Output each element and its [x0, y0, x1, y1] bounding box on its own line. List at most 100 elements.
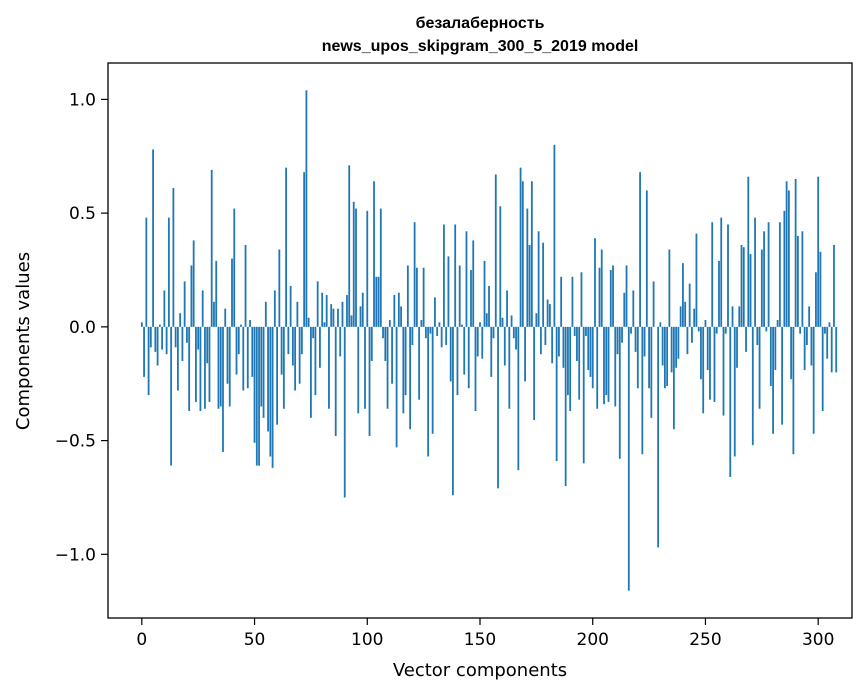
bar-280 — [772, 326, 774, 434]
bar-257 — [720, 217, 723, 327]
bar-58 — [271, 326, 274, 468]
bar-38 — [226, 326, 229, 384]
bar-173 — [530, 181, 533, 327]
bar-178 — [542, 242, 545, 327]
bar-90 — [343, 326, 346, 498]
bar-140 — [456, 326, 459, 396]
bar-149 — [476, 326, 479, 357]
bar-20 — [186, 326, 188, 343]
bar-268 — [745, 326, 747, 352]
bar-2 — [145, 217, 148, 327]
bar-241 — [684, 301, 687, 327]
bar-29 — [206, 326, 209, 364]
bar-60 — [276, 326, 278, 425]
bar-41 — [233, 208, 236, 327]
bar-35 — [219, 326, 222, 407]
bar-137 — [449, 326, 452, 382]
bar-14 — [172, 188, 175, 327]
y-tick-label: 1.0 — [69, 90, 96, 110]
bar-99 — [364, 326, 366, 409]
y-axis-ticks: −1.0 −0.5 0.0 0.5 1.0 — [55, 90, 108, 565]
bar-181 — [548, 304, 551, 327]
bar-163 — [508, 326, 511, 409]
bar-33 — [215, 260, 218, 327]
bar-256 — [718, 260, 720, 327]
bar-127 — [427, 326, 430, 457]
bar-46 — [244, 244, 247, 327]
bar-180 — [546, 299, 549, 327]
bar-64 — [285, 167, 288, 327]
bar-34 — [217, 326, 220, 409]
bar-120 — [411, 326, 414, 346]
y-tick-label: 0.5 — [69, 204, 96, 224]
bar-144 — [465, 231, 468, 327]
bar-125 — [422, 267, 425, 327]
bar-47 — [246, 326, 249, 389]
bar-24 — [195, 326, 197, 402]
bar-266 — [740, 244, 743, 327]
chart-title: безалаберность — [416, 15, 545, 32]
bar-6 — [154, 326, 157, 352]
bar-89 — [341, 301, 344, 327]
bar-289 — [792, 326, 795, 455]
bar-75 — [310, 326, 312, 418]
bar-72 — [303, 172, 306, 327]
bar-222 — [641, 326, 644, 455]
bar-169 — [521, 181, 524, 327]
bar-119 — [409, 326, 412, 430]
bar-168 — [519, 167, 522, 327]
bar-284 — [781, 326, 784, 425]
bar-189 — [567, 326, 569, 396]
bar-109 — [386, 326, 389, 409]
bar-22 — [190, 265, 193, 327]
bar-59 — [273, 290, 276, 327]
bar-247 — [697, 326, 700, 332]
bar-285 — [783, 210, 786, 327]
bar-216 — [627, 326, 630, 591]
bars-group — [140, 90, 838, 591]
bar-32 — [213, 301, 215, 327]
bar-225 — [648, 326, 650, 389]
bar-223 — [643, 326, 646, 357]
x-tick-label: 100 — [351, 630, 383, 650]
bar-270 — [749, 254, 752, 327]
bar-243 — [688, 283, 691, 327]
bar-148 — [474, 326, 477, 412]
bar-292 — [799, 326, 802, 334]
plot-frame — [107, 62, 853, 619]
bar-79 — [319, 326, 321, 368]
bar-230 — [659, 322, 662, 327]
bar-281 — [774, 326, 777, 371]
bar-91 — [346, 295, 348, 327]
bar-56 — [267, 326, 269, 432]
bar-269 — [747, 176, 750, 327]
bar-206 — [605, 326, 608, 396]
bar-85 — [332, 308, 335, 327]
bar-12 — [167, 217, 170, 327]
bar-236 — [672, 326, 675, 430]
bar-291 — [796, 235, 799, 327]
bar-302 — [821, 326, 824, 412]
bar-272 — [754, 217, 756, 327]
bar-101 — [368, 326, 371, 437]
bar-113 — [395, 326, 398, 448]
bar-146 — [470, 269, 472, 327]
bar-5 — [152, 149, 154, 327]
bar-16 — [176, 326, 179, 391]
bar-303 — [824, 326, 826, 334]
bar-15 — [174, 326, 177, 348]
bar-287 — [787, 190, 790, 327]
bar-162 — [506, 290, 508, 327]
bar-158 — [497, 326, 499, 489]
bar-254 — [713, 326, 716, 402]
bar-275 — [760, 249, 763, 327]
bar-142 — [461, 324, 463, 327]
bar-74 — [307, 317, 310, 327]
chart-subtitle: news_upos_skipgram_300_5_2019 model — [322, 38, 639, 55]
bar-17 — [179, 313, 182, 327]
bar-55 — [264, 301, 267, 327]
bar-244 — [691, 326, 693, 343]
bar-188 — [564, 326, 567, 487]
bar-87 — [337, 308, 339, 327]
